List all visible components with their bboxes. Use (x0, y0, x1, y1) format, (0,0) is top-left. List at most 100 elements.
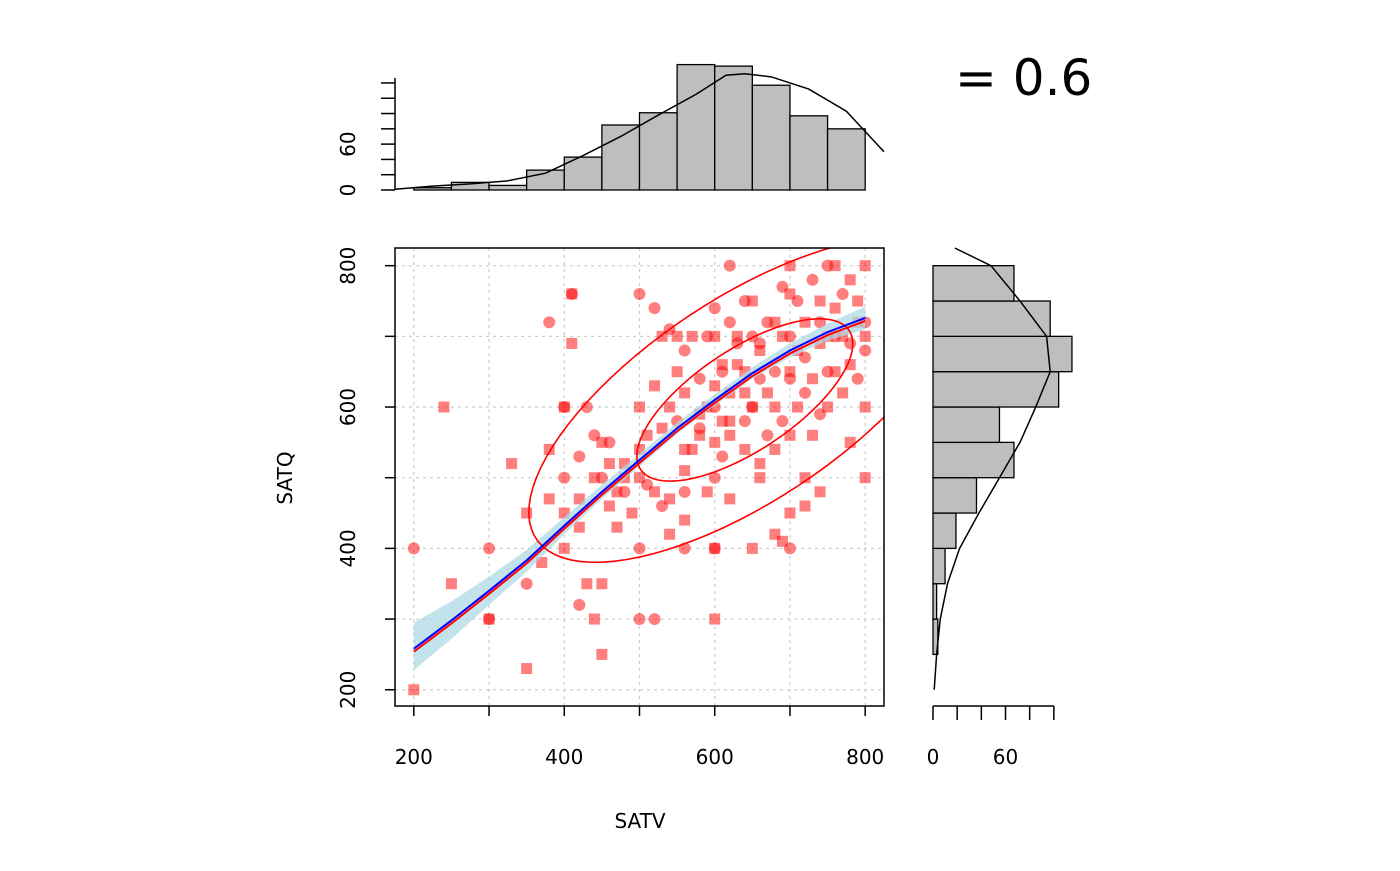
right-hist-bar (932, 406, 1001, 444)
data-point-circle (768, 365, 781, 378)
data-point-square (694, 429, 706, 441)
y-tick-label: 800 (336, 247, 360, 285)
data-point-square (859, 330, 871, 342)
data-point-circle (633, 613, 646, 626)
data-point-square (408, 684, 420, 696)
right-hist-tick-label: 60 (993, 745, 1018, 769)
data-point-circle (573, 598, 586, 611)
data-point-square (709, 436, 721, 448)
data-point-square (634, 401, 645, 413)
data-point-circle (648, 613, 661, 626)
data-point-square (664, 528, 676, 540)
data-point-square (671, 330, 683, 342)
data-point-square (731, 330, 743, 342)
data-point-square (754, 344, 766, 356)
data-point-circle (648, 302, 661, 315)
data-point-square (521, 507, 533, 519)
main-scatter-panel: 200 400 600 800 200 400 600 800 (336, 247, 885, 769)
top-hist-bar (714, 65, 753, 191)
x-tick-label: 600 (696, 745, 734, 769)
data-point-square (844, 436, 856, 448)
data-point-square (724, 429, 736, 441)
data-point-square (859, 260, 871, 272)
top-hist-bar (789, 115, 829, 191)
data-point-circle (407, 542, 420, 555)
data-point-square (566, 288, 578, 300)
data-point-square (618, 458, 630, 470)
data-point-square (724, 415, 736, 427)
data-point-square (769, 401, 781, 413)
top-hist-bar (751, 84, 791, 191)
top-density-curve (394, 73, 885, 190)
top-hist-bar (413, 187, 453, 191)
data-point-circle (708, 471, 721, 484)
data-point-square (626, 507, 638, 519)
data-point-square (799, 472, 811, 484)
data-point-square (799, 316, 811, 328)
data-point-circle (799, 386, 812, 399)
top-hist-bar (676, 63, 716, 191)
data-point-circle (678, 344, 691, 357)
data-point-square (566, 337, 578, 349)
data-point-square (438, 401, 450, 413)
data-point-square (844, 359, 856, 371)
data-point-square (596, 648, 608, 660)
data-point-square (784, 507, 796, 519)
x-tick-label: 400 (545, 745, 583, 769)
data-point-square (671, 366, 683, 378)
data-point-square (739, 443, 751, 455)
data-point-square (799, 500, 811, 512)
data-point-circle (761, 429, 774, 442)
x-axis-title: SATV (614, 809, 665, 833)
data-point-circle (859, 344, 872, 357)
data-point-circle (573, 450, 586, 463)
data-point-square (483, 613, 495, 625)
data-point-square (611, 486, 623, 498)
data-point-circle (678, 485, 691, 498)
data-point-square (807, 429, 819, 441)
data-point-circle (558, 471, 571, 484)
top-hist-bar (638, 112, 678, 191)
data-point-circle (483, 542, 496, 555)
data-point-square (844, 274, 856, 286)
fit-confidence-band (413, 306, 866, 670)
data-point-square (776, 535, 788, 547)
data-point-square (701, 486, 713, 498)
data-point-square (784, 429, 796, 441)
data-point-square (656, 422, 668, 434)
x-tick-label: 800 (846, 745, 884, 769)
data-point-square (558, 401, 570, 413)
data-point-square (769, 528, 781, 540)
data-point-square (656, 330, 668, 342)
data-point-square (746, 295, 758, 307)
data-point-square (679, 514, 691, 526)
data-point-square (754, 472, 766, 484)
top-hist-bar (601, 124, 641, 191)
data-point-square (837, 330, 849, 342)
data-point-square (814, 486, 826, 498)
data-point-square (641, 429, 653, 441)
data-point-square (791, 401, 803, 413)
data-point-square (649, 486, 661, 498)
y-axis-title: SATQ (273, 451, 297, 504)
data-point-square (558, 507, 570, 519)
correlation-label: = 0.6 (955, 49, 1092, 107)
data-point-circle (776, 415, 789, 428)
top-hist-bar (563, 156, 603, 191)
data-point-square (686, 330, 698, 342)
data-point-square (679, 443, 691, 455)
data-point-square (543, 493, 555, 505)
data-point-circle (580, 401, 593, 414)
plot-area (407, 248, 884, 696)
data-point-circle (836, 287, 849, 300)
data-point-square (852, 295, 864, 307)
correlation-ellipse-1 (636, 318, 854, 482)
y-tick-label: 400 (336, 529, 360, 567)
top-hist-tick-label: 0 (336, 184, 360, 197)
data-point-square (709, 380, 721, 392)
right-hist-bar (932, 477, 978, 514)
data-point-square (724, 493, 736, 505)
data-point-square (573, 521, 585, 533)
